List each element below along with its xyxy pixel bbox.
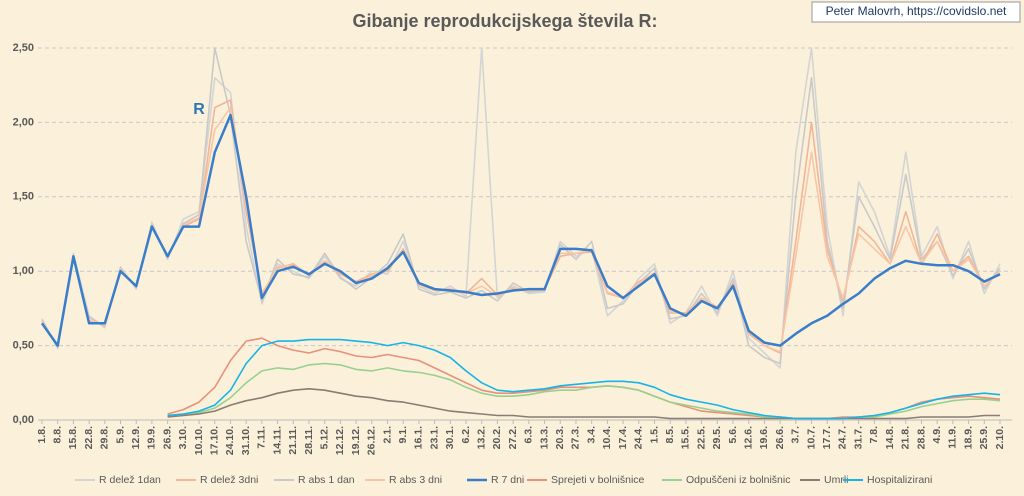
- x-tick-label: 27.3.: [570, 426, 582, 449]
- legend-label: R abs 1 dan: [298, 474, 355, 486]
- x-tick-label: 28.8.: [915, 426, 927, 449]
- legend-label: R delež 1dan: [99, 474, 161, 486]
- x-tick-label: 17.7.: [821, 426, 833, 449]
- y-tick-label: 2,00: [13, 116, 34, 128]
- x-tick-label: 12.12.: [334, 426, 346, 455]
- x-tick-label: 6.3.: [523, 426, 535, 444]
- x-tick-label: 3.4.: [585, 426, 597, 444]
- x-tick-label: 26.6.: [774, 426, 786, 449]
- x-tick-label: 16.1.: [413, 426, 425, 449]
- x-tick-label: 3.7.: [790, 426, 802, 444]
- y-tick-label: 1,50: [13, 191, 34, 203]
- x-tick-label: 21.8.: [900, 426, 912, 449]
- x-tick-label: 18.9.: [962, 426, 974, 449]
- x-tick-label: 3.10.: [177, 426, 189, 449]
- y-tick-label: 1,00: [13, 265, 34, 277]
- x-tick-label: 11.9.: [947, 426, 959, 449]
- series-line: [167, 337, 1001, 420]
- series-line: [167, 388, 1000, 420]
- x-tick-label: 24.7.: [837, 426, 849, 449]
- x-tick-label: 20.2.: [491, 426, 503, 449]
- y-tick-label: 0,00: [13, 414, 34, 426]
- y-tick-label: 0,50: [13, 340, 34, 352]
- x-tick-label: 13.2.: [476, 426, 488, 449]
- credit-box: [811, 1, 1021, 23]
- x-tick-label: 1.8.: [36, 426, 48, 444]
- x-tick-label: 26.12.: [366, 426, 378, 455]
- x-tick-label: 15.8.: [67, 426, 79, 449]
- legend-label: R 7 dni: [491, 474, 524, 486]
- x-tick-label: 6.2.: [460, 426, 472, 444]
- x-tick-label: 22.5.: [695, 426, 707, 449]
- x-tick-label: 8.5.: [664, 426, 676, 444]
- x-tick-label: 19.12.: [350, 426, 362, 455]
- x-tick-label: 5.9.: [114, 426, 126, 444]
- x-tick-label: 29.5.: [711, 426, 723, 449]
- x-tick-label: 21.11.: [287, 426, 299, 455]
- x-tick-label: 14.8.: [884, 426, 896, 449]
- chart-title: Gibanje reprodukcijskega števila R:: [352, 11, 657, 31]
- x-tick-label: 23.1.: [428, 426, 440, 449]
- x-tick-label: 9.1.: [397, 426, 409, 444]
- x-tick-label: 26.9.: [161, 426, 173, 449]
- x-tick-label: 17.10.: [209, 426, 221, 455]
- x-tick-label: 12.6.: [743, 426, 755, 449]
- x-tick-label: 1.5.: [648, 426, 660, 444]
- series-line: [40, 113, 1001, 347]
- series-line: [167, 338, 1001, 420]
- series-line: [41, 106, 1001, 353]
- legend-label: R abs 3 dni: [389, 474, 442, 486]
- x-tick-label: 25.9.: [978, 426, 990, 449]
- legend-label: Odpuščeni iz bolnišnic: [686, 474, 790, 486]
- x-tick-label: 7.11.: [256, 426, 268, 449]
- x-tick-label: 15.5.: [680, 426, 692, 449]
- plot-lines: [40, 47, 1001, 420]
- x-tick-label: 12.9.: [130, 426, 142, 449]
- x-tick-label: 24.10.: [224, 426, 236, 455]
- x-tick-label: 2.1.: [381, 426, 393, 444]
- series-line: [41, 47, 1001, 365]
- legend-label: Sprejeti v bolnišnice: [551, 474, 645, 486]
- x-tick-label: 13.3.: [538, 426, 550, 449]
- x-tick-label: 27.2.: [507, 426, 519, 449]
- credit: Peter Malovrh, https://covidslo.net: [826, 4, 1007, 18]
- x-tick-label: 19.9.: [146, 426, 158, 449]
- x-tick-label: 22.8.: [83, 426, 95, 449]
- x-tick-label: 17.4.: [617, 426, 629, 449]
- x-tick-label: 20.3.: [554, 426, 566, 449]
- x-tick-label: 5.12.: [318, 426, 330, 449]
- x-tick-label: 28.11.: [303, 426, 315, 455]
- series-line: [41, 47, 1001, 369]
- x-tick-label: 29.8.: [99, 426, 111, 449]
- x-tick-label: 31.7.: [852, 426, 864, 449]
- y-tick-label: 2,50: [13, 42, 34, 54]
- x-tick-label: 10.7.: [805, 426, 817, 449]
- x-tick-label: 19.6.: [758, 426, 770, 449]
- x-tick-label: 31.10.: [240, 426, 252, 455]
- x-tick-label: 24.4.: [633, 426, 645, 449]
- legend-label: Umrli: [824, 474, 849, 486]
- x-tick-label: 10.4.: [601, 426, 613, 449]
- x-tick-label: 4.9.: [931, 426, 943, 444]
- legend-label: Hospitalizirani: [867, 474, 932, 486]
- x-tick-label: 30.1.: [444, 426, 456, 449]
- x-tick-label: 5.6.: [727, 426, 739, 444]
- x-tick-label: 10.10.: [193, 426, 205, 455]
- x-tick-label: 7.8.: [868, 426, 880, 444]
- x-tick-label: 2.10.: [994, 426, 1006, 449]
- annotation: R: [193, 101, 205, 118]
- x-tick-label: 14.11.: [271, 426, 283, 455]
- legend-label: R delež 3dni: [200, 474, 258, 486]
- x-tick-label: 8.8.: [51, 426, 63, 444]
